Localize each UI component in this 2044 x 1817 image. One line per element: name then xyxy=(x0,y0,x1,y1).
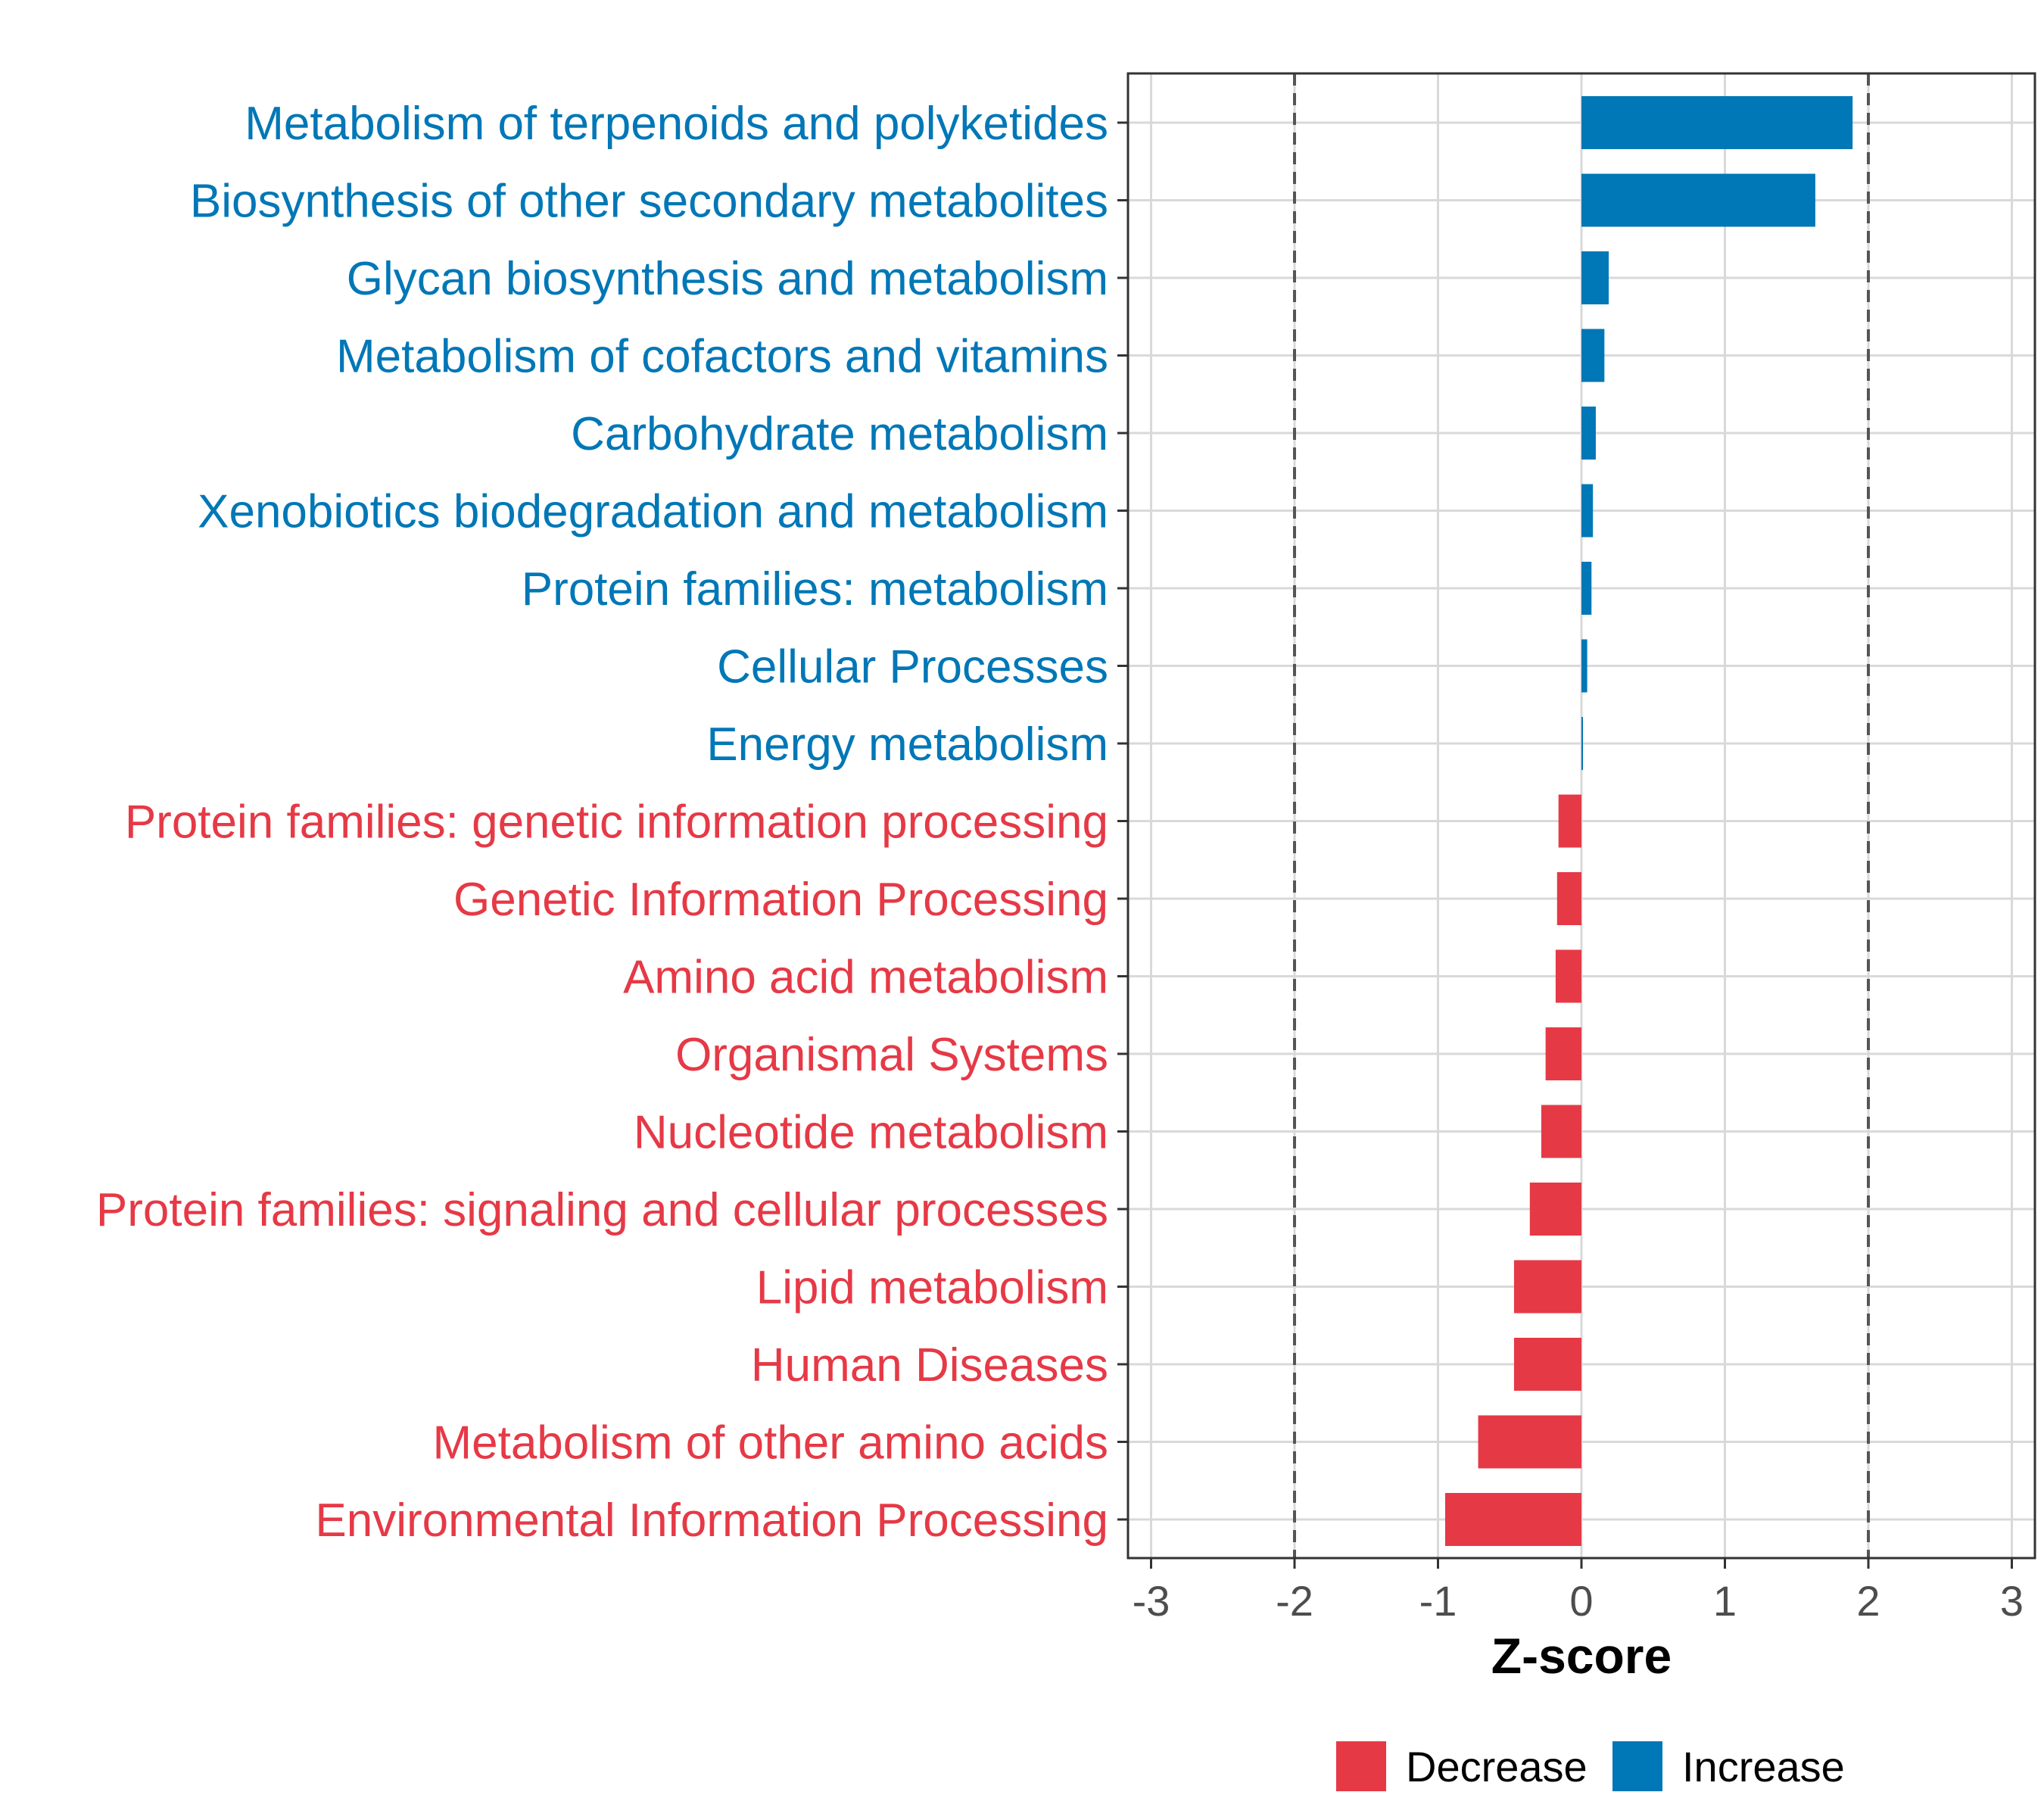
category-label: Metabolism of terpenoids and polyketides xyxy=(245,98,1108,150)
x-tick-label: -1 xyxy=(1419,1577,1457,1625)
category-label: Nucleotide metabolism xyxy=(634,1107,1108,1159)
bar xyxy=(1555,949,1581,1003)
bar xyxy=(1581,251,1609,304)
bar xyxy=(1581,96,1853,149)
x-axis-ticks: -3 -2 -1 0 1 2 3 xyxy=(1133,1558,2024,1625)
legend-swatch xyxy=(1612,1741,1662,1791)
category-label: Genetic Information Processing xyxy=(453,874,1108,926)
category-label: Lipid metabolism xyxy=(756,1262,1108,1314)
bar xyxy=(1541,1105,1581,1158)
x-tick-label: 0 xyxy=(1569,1577,1593,1625)
category-label: Carbohydrate metabolism xyxy=(571,408,1108,460)
category-label: Environmental Information Processing xyxy=(315,1494,1108,1547)
category-label: Xenobiotics biodegradation and metabolis… xyxy=(198,486,1108,538)
x-tick-label: 2 xyxy=(1856,1577,1880,1625)
category-label: Amino acid metabolism xyxy=(623,952,1108,1004)
bar xyxy=(1581,717,1583,770)
bar xyxy=(1513,1260,1581,1314)
legend-label: Increase xyxy=(1682,1743,1845,1791)
category-label: Metabolism of other amino acids xyxy=(432,1417,1108,1469)
category-label: Glycan biosynthesis and metabolism xyxy=(347,253,1108,305)
bar xyxy=(1581,484,1594,538)
x-tick-label: -3 xyxy=(1133,1577,1170,1625)
bar xyxy=(1581,562,1592,615)
category-label: Protein families: signaling and cellular… xyxy=(96,1184,1108,1236)
bar xyxy=(1581,639,1588,693)
bar xyxy=(1529,1183,1581,1236)
bar xyxy=(1581,407,1596,460)
x-axis-title: Z-score xyxy=(1491,1628,1672,1684)
category-label: Protein families: metabolism xyxy=(522,563,1108,616)
y-axis-ticks: Metabolism of terpenoids and polyketides… xyxy=(96,98,1128,1547)
x-tick-label: 1 xyxy=(1713,1577,1737,1625)
bar xyxy=(1558,794,1581,848)
x-tick-label: -2 xyxy=(1276,1577,1313,1625)
bar xyxy=(1513,1338,1581,1391)
bars xyxy=(1444,96,1853,1546)
category-label: Organismal Systems xyxy=(675,1029,1108,1081)
category-label: Metabolism of cofactors and vitamins xyxy=(336,331,1108,383)
bar xyxy=(1444,1493,1581,1546)
category-label: Biosynthesis of other secondary metaboli… xyxy=(190,176,1108,228)
category-label: Energy metabolism xyxy=(706,718,1108,771)
bar xyxy=(1545,1027,1581,1080)
legend-swatch xyxy=(1336,1741,1386,1791)
bar xyxy=(1478,1415,1581,1469)
category-label: Human Diseases xyxy=(751,1339,1108,1392)
bar xyxy=(1556,872,1581,925)
legend-label: Decrease xyxy=(1406,1743,1588,1791)
category-label: Protein families: genetic information pr… xyxy=(125,796,1108,849)
legend: Decrease Increase xyxy=(1336,1741,1845,1791)
category-label: Cellular Processes xyxy=(717,641,1108,693)
bar xyxy=(1581,329,1605,382)
reference-lines xyxy=(1293,73,1870,1558)
bar xyxy=(1581,173,1815,227)
x-tick-label: 3 xyxy=(2000,1577,2024,1625)
